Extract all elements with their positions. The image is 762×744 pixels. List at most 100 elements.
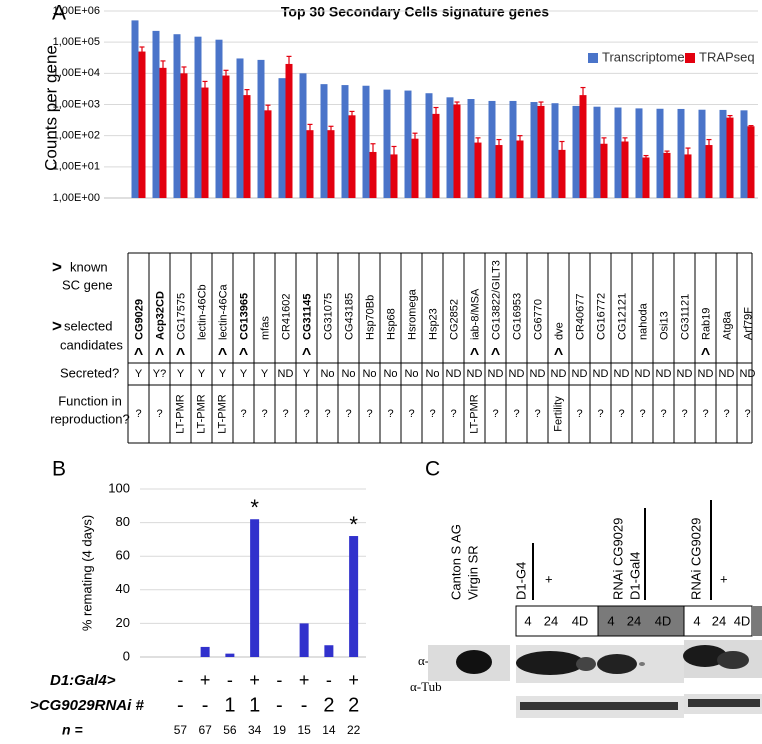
genotype-cell: 14 <box>322 723 336 737</box>
genotype-cell: 15 <box>297 723 311 737</box>
genotype-cell: 56 <box>223 723 237 737</box>
bar <box>551 103 559 198</box>
gene-name: lectin-46Cb <box>196 284 208 340</box>
gene-name: CG12121 <box>616 293 628 340</box>
bar <box>194 36 202 198</box>
bar <box>404 90 412 198</box>
row-label: >CG9029RNAi # <box>30 697 144 714</box>
bar <box>614 107 622 198</box>
candidate-marker: ^ <box>176 346 185 363</box>
y-tick-label: 60 <box>116 548 130 563</box>
gene-name: Hsp68 <box>385 308 397 340</box>
row-label: known <box>70 259 108 274</box>
gene-name: dve <box>553 322 565 340</box>
genotype-cell: 57 <box>174 723 188 737</box>
gene-name: CG16953 <box>511 293 523 340</box>
bar <box>705 145 713 198</box>
bar <box>453 104 461 198</box>
function-cell: ? <box>744 408 750 420</box>
function-cell: ? <box>576 408 582 420</box>
gene-name: mfas <box>259 316 271 340</box>
secreted-cell: ND <box>509 368 525 380</box>
timepoint: 4 <box>607 613 614 628</box>
bar <box>726 117 734 198</box>
lane-label: D1-G4 <box>513 562 528 600</box>
gene-name: Atg8a <box>721 310 733 340</box>
y-tick-label: 1,00E+03 <box>53 98 100 110</box>
function-cell: ? <box>639 408 645 420</box>
panel-label: B <box>52 458 66 481</box>
secreted-cell: No <box>341 368 355 380</box>
genotype-cell: - <box>276 694 283 716</box>
bar <box>516 140 524 198</box>
bar <box>324 645 334 657</box>
genotype-cell: - <box>177 670 183 690</box>
timepoint: 4D <box>572 613 589 628</box>
lane-label: Canton S AG <box>448 524 463 600</box>
secreted-cell: Y <box>303 368 311 380</box>
genotype-cell: 34 <box>248 723 262 737</box>
gene-name: Arf79F <box>742 307 754 340</box>
function-cell: ? <box>345 408 351 420</box>
y-tick-label: 0 <box>123 648 130 663</box>
lane-label: + <box>720 571 728 586</box>
genotype-cell: 2 <box>323 694 334 716</box>
candidate-marker: ^ <box>302 346 311 363</box>
legend-label: TRAPseq <box>699 49 755 64</box>
bar <box>349 536 359 657</box>
bar <box>621 141 629 198</box>
function-cell: ? <box>303 408 309 420</box>
function-cell: ? <box>261 408 267 420</box>
lane-label: + <box>545 571 553 586</box>
secreted-cell: ND <box>572 368 588 380</box>
secreted-cell: Y <box>240 368 248 380</box>
bar <box>593 106 601 198</box>
y-tick-label: 1,00E+04 <box>53 67 100 79</box>
genotype-cell: - <box>301 694 308 716</box>
genotype-cell: 22 <box>347 723 361 737</box>
gene-name: Rab19 <box>700 308 712 340</box>
function-cell: ? <box>660 408 666 420</box>
timepoint: 24 <box>544 613 558 628</box>
secreted-cell: ND <box>446 368 462 380</box>
candidate-marker: ^ <box>218 346 227 363</box>
timepoint: 24 <box>712 613 726 628</box>
bar <box>698 109 706 198</box>
function-cell: ? <box>156 408 162 420</box>
bar <box>530 102 538 198</box>
bar <box>362 85 370 198</box>
bar <box>222 75 230 198</box>
y-tick-label: 100 <box>108 480 130 495</box>
bar <box>572 105 580 198</box>
bar <box>250 519 260 657</box>
bar <box>642 157 650 198</box>
secreted-cell: ND <box>530 368 546 380</box>
function-cell: ? <box>366 408 372 420</box>
secreted-cell: Y? <box>153 368 166 380</box>
genotype-cell: + <box>299 670 310 690</box>
known-symbol: > <box>52 257 62 276</box>
secreted-cell: Y <box>135 368 143 380</box>
row-label: Secreted? <box>60 365 119 380</box>
candidate-marker: ^ <box>155 346 164 363</box>
y-tick-label: 40 <box>116 581 130 596</box>
row-label: n = <box>62 722 83 738</box>
gene-name: Hsromega <box>406 288 418 340</box>
genotype-cell: - <box>276 670 282 690</box>
panel-label: A <box>52 2 66 25</box>
bar <box>131 20 139 199</box>
function-cell: ? <box>429 408 435 420</box>
bar <box>537 105 545 198</box>
bar <box>173 34 181 198</box>
gene-name: Osi13 <box>658 311 670 340</box>
annotation: * <box>250 495 259 520</box>
secreted-cell: ND <box>593 368 609 380</box>
secreted-cell: Y <box>198 368 206 380</box>
bar <box>474 142 482 198</box>
western-blot: C Canton S AG Virgin SR D1-G4 + RNAi CG9… <box>410 458 762 718</box>
function-cell: ? <box>492 408 498 420</box>
bar <box>348 115 356 198</box>
bar <box>467 99 475 198</box>
secreted-cell: No <box>320 368 334 380</box>
candidate-marker: ^ <box>470 346 479 363</box>
